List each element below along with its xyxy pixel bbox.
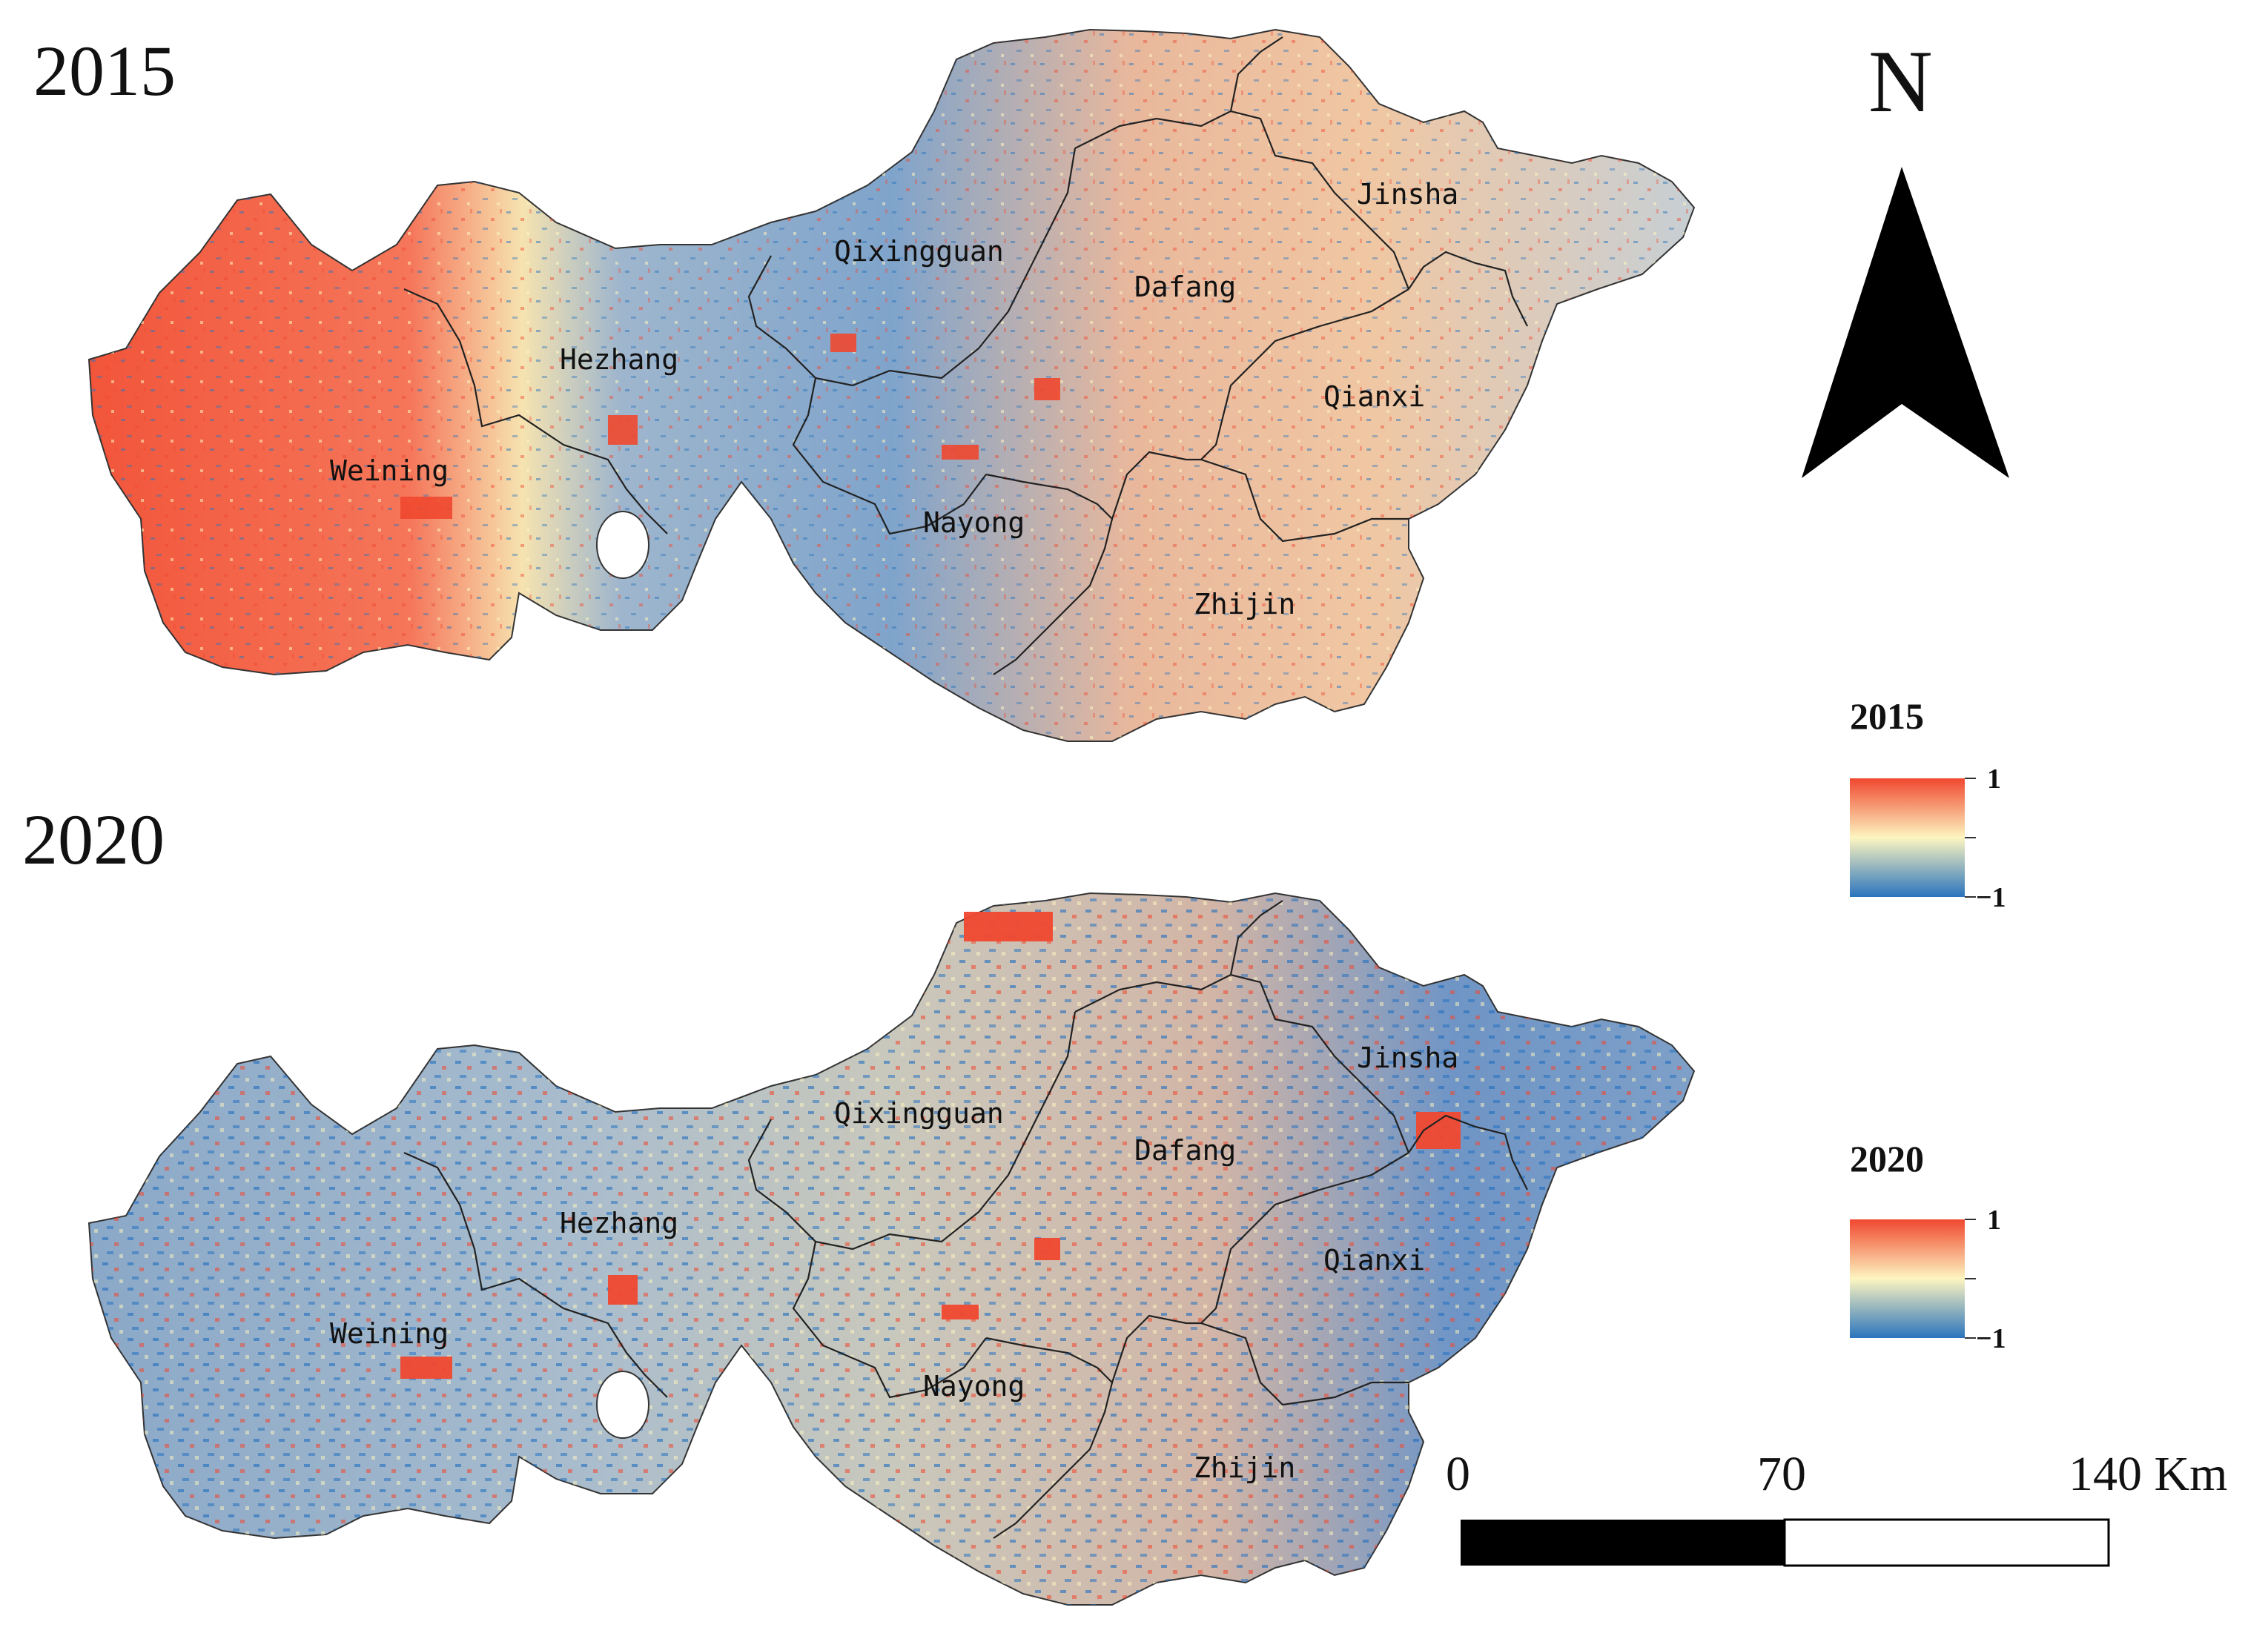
county-label-qixingguan: Qixingguan [834, 235, 1004, 268]
legend-2015: 2015 1 −1 [1850, 695, 2006, 913]
north-arrow-icon [1802, 167, 2009, 478]
county-label-hezhang: Hezhang [560, 343, 678, 376]
legend-max-label: 1 [1987, 1205, 2001, 1236]
county-label-nayong: Nayong [923, 1370, 1025, 1402]
map-year-title: 2015 [33, 31, 176, 110]
legend-max-label: 1 [1987, 764, 2001, 795]
legend-min-label: −1 [1976, 1323, 2006, 1354]
county-label-weining: Weining [330, 1317, 449, 1350]
county-labels-2015: Weining Hezhang Qixingguan Dafang Jinsha… [330, 178, 1458, 620]
county-label-jinsha: Jinsha [1357, 1041, 1458, 1074]
color-ramp [1850, 778, 1965, 897]
county-label-dafang: Dafang [1134, 271, 1236, 303]
county-label-jinsha: Jinsha [1357, 178, 1458, 211]
north-arrow: N [1802, 32, 2009, 478]
legend-title: 2015 [1850, 695, 1924, 737]
scale-bar-white-segment [1783, 1518, 2110, 1567]
scale-bar-black-segment [1461, 1520, 1785, 1566]
scale-bar: 0 70 140 Km [1446, 1447, 2228, 1567]
color-ramp [1850, 1219, 1965, 1338]
scale-label-0: 0 [1446, 1447, 1470, 1501]
county-label-zhijin: Zhijin [1194, 588, 1295, 620]
legend-2020: 2020 1 −1 [1850, 1138, 2006, 1354]
map-2015: 2015 Weining Hezhang [33, 28, 1696, 742]
map-year-title: 2020 [22, 800, 165, 879]
legend-title: 2020 [1850, 1138, 1924, 1179]
map-2020: 2020 Weining Hezhang Qixing [22, 800, 1696, 1606]
north-letter: N [1868, 32, 1933, 130]
legend-min-label: −1 [1976, 882, 2006, 913]
county-label-nayong: Nayong [923, 506, 1025, 539]
county-labels-2020: Weining Hezhang Qixingguan Dafang Jinsha… [330, 1041, 1458, 1484]
county-label-weining: Weining [330, 454, 449, 487]
scale-label-140: 140 Km [2069, 1447, 2228, 1501]
county-label-zhijin: Zhijin [1194, 1451, 1295, 1484]
county-label-qixingguan: Qixingguan [834, 1097, 1004, 1130]
county-label-dafang: Dafang [1134, 1134, 1236, 1167]
county-label-hezhang: Hezhang [560, 1207, 678, 1239]
county-label-qianxi: Qianxi [1323, 1244, 1425, 1276]
scale-label-70: 70 [1757, 1447, 1806, 1501]
county-label-qianxi: Qianxi [1323, 380, 1425, 413]
